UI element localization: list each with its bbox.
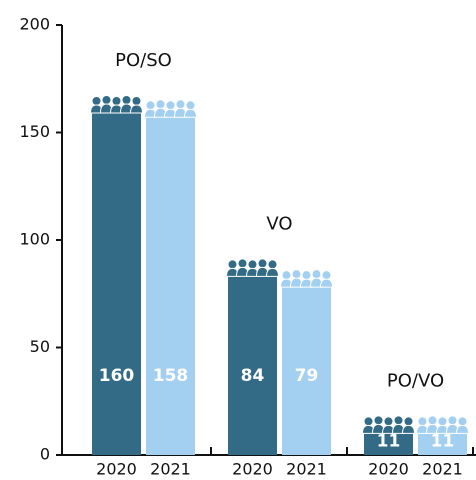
people-icon-head (364, 417, 373, 426)
y-tick-label: 150 (19, 122, 50, 141)
people-icon-head (438, 417, 447, 426)
people-icon-head (418, 417, 427, 426)
people-icon-head (322, 271, 331, 280)
group-label: VO (266, 213, 292, 234)
people-icon-head (258, 259, 267, 268)
y-tick-label: 200 (19, 15, 50, 34)
y-tick-label: 50 (30, 337, 50, 356)
x-tick-label: 2020 (368, 460, 409, 479)
people-icon-head (92, 97, 101, 105)
value-label: 84 (241, 366, 265, 386)
people-icon-body (455, 424, 470, 434)
bar (228, 274, 277, 455)
x-tick-label: 2021 (286, 460, 327, 479)
bar (418, 431, 467, 455)
people-icon-head (312, 270, 321, 279)
x-tick-label: 2020 (96, 460, 137, 479)
people-icon-head (132, 97, 141, 105)
people-icon-head (268, 260, 277, 269)
y-tick-label: 0 (40, 445, 50, 464)
people-icon-head (228, 260, 237, 269)
people-icon-head (404, 417, 413, 426)
people-icon-head (176, 100, 185, 109)
value-label: 11 (431, 431, 455, 451)
x-tick-label: 2021 (150, 460, 191, 479)
people-icon-body (319, 278, 334, 288)
people-icon-head (394, 416, 403, 425)
y-tick-label: 100 (19, 230, 50, 249)
people-icon-body (265, 267, 280, 277)
value-label: 160 (99, 366, 135, 386)
x-tick-label: 2021 (422, 460, 463, 479)
bar (282, 285, 331, 455)
people-icon-head (302, 271, 311, 280)
group-label: PO/VO (387, 370, 444, 391)
x-tick-label: 2020 (232, 460, 273, 479)
bar (364, 431, 413, 455)
people-icon-body (129, 104, 144, 114)
people-icon-body (401, 424, 416, 434)
value-label: 158 (153, 366, 189, 386)
people-icon-head (384, 417, 393, 426)
people-icon-head (166, 101, 175, 110)
value-label: 79 (295, 366, 319, 386)
people-icon-head (248, 260, 257, 269)
bar (146, 115, 195, 456)
people-icon-head (146, 101, 155, 110)
people-icon-head (112, 97, 121, 105)
people-icon-head (282, 271, 291, 280)
people-icon-head (238, 259, 247, 268)
people-icon-body (183, 108, 198, 118)
people-icon-head (156, 100, 165, 109)
people-icon-head (102, 96, 111, 104)
people-icon-head (186, 101, 195, 110)
people-icon-head (428, 416, 437, 425)
people-icon-head (292, 270, 301, 279)
people-icon-head (374, 416, 383, 425)
group-label: PO/SO (115, 50, 172, 71)
value-label: 11 (377, 431, 401, 451)
people-icon-head (122, 96, 131, 104)
people-icon-head (458, 417, 467, 426)
bar (92, 111, 141, 455)
people-icon-head (448, 416, 457, 425)
